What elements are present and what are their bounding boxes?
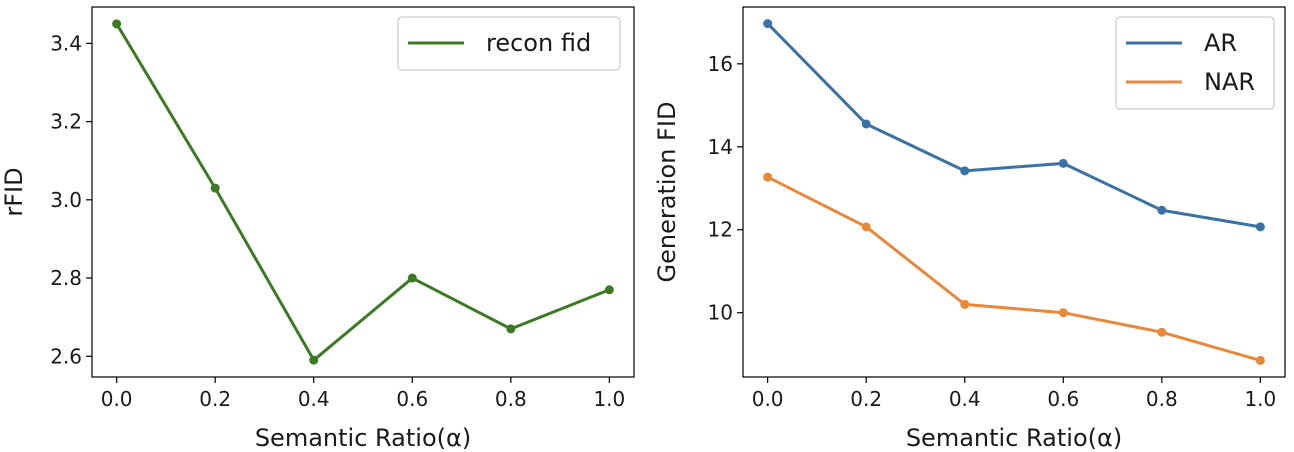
chart-1: 0.0 0.2 0.4 0.6 0.8 1.0 2.6 2.8 3.0 3.2 3.4 Semanti… — [0, 6, 635, 452]
y-tick-label: 2.8 — [50, 266, 82, 290]
data-point — [1255, 222, 1265, 232]
x-tick-label: 0.2 — [850, 387, 882, 411]
legend-entry: NAR — [1204, 68, 1255, 96]
legend-entry: recon fid — [486, 29, 591, 57]
plot-frame — [742, 6, 1286, 378]
data-point — [763, 172, 773, 182]
y-tick-label: 3.0 — [50, 188, 82, 212]
chart-2: 0.0 0.2 0.4 0.6 0.8 1.0 10 12 14 16 Semantic Ratio… — [653, 6, 1286, 452]
legend-box — [1115, 16, 1275, 110]
plot-frame — [91, 6, 635, 378]
y-tick-label: 3.2 — [50, 110, 82, 134]
x-tick-label: 0.4 — [949, 387, 981, 411]
data-point — [1157, 205, 1167, 215]
legend-entry: AR — [1204, 29, 1237, 57]
series-line-nar — [766, 175, 1262, 362]
data-point — [604, 285, 614, 295]
data-point — [407, 273, 417, 283]
y-tick-label: 12 — [708, 218, 733, 242]
y-tick-label: 10 — [708, 301, 733, 325]
data-point — [506, 324, 516, 334]
data-point — [1058, 308, 1068, 318]
legend-box — [397, 16, 621, 71]
data-point — [1157, 327, 1167, 337]
data-point — [861, 222, 871, 232]
y-tick-label: 2.6 — [50, 344, 82, 368]
x-tick-label: 0.0 — [752, 387, 784, 411]
series-line-recon-fid — [115, 22, 611, 362]
x-tick-label: 1.0 — [1244, 387, 1276, 411]
y-axis-label: rFID — [0, 167, 28, 216]
data-point — [763, 19, 773, 29]
x-tick-label: 0.0 — [101, 387, 133, 411]
x-axis-label: Semantic Ratio(α) — [906, 424, 1122, 452]
data-point — [1255, 355, 1265, 365]
data-point — [960, 166, 970, 176]
data-point — [960, 299, 970, 309]
data-point — [861, 119, 871, 129]
x-tick-label: 0.6 — [396, 387, 428, 411]
series-line-ar — [766, 22, 1262, 229]
y-tick-label: 16 — [708, 52, 733, 76]
y-axis-label: Generation FID — [653, 102, 681, 283]
x-tick-label: 1.0 — [593, 387, 625, 411]
data-point — [210, 183, 220, 193]
data-point — [112, 19, 122, 29]
x-tick-label: 0.8 — [1146, 387, 1178, 411]
y-tick-label: 3.4 — [50, 31, 82, 55]
x-tick-label: 0.8 — [495, 387, 527, 411]
y-tick-label: 14 — [708, 135, 733, 159]
x-tick-label: 0.2 — [199, 387, 231, 411]
data-point — [1058, 158, 1068, 168]
x-tick-label: 0.6 — [1047, 387, 1079, 411]
x-axis-label: Semantic Ratio(α) — [255, 424, 471, 452]
data-point — [309, 355, 319, 365]
x-tick-label: 0.4 — [298, 387, 330, 411]
